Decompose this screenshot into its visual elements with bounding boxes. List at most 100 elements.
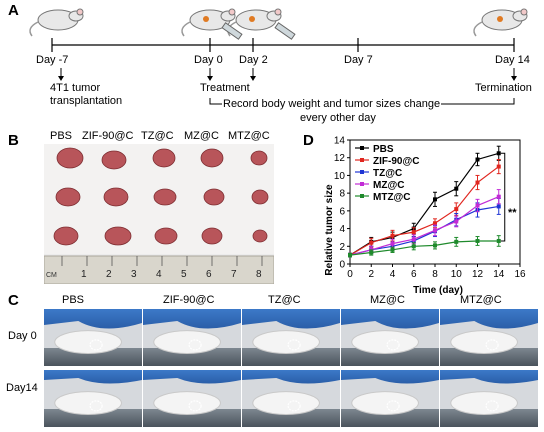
photo-c-group-zif90: ZIF-90@C <box>163 294 215 306</box>
photo-c-row-day14: Day14 <box>6 382 38 394</box>
photo-b-group-mtz: MTZ@C <box>228 130 270 142</box>
x-tick-label: 16 <box>514 269 526 280</box>
data-point-mz-c <box>390 241 395 246</box>
data-point-mtz-c <box>454 239 459 244</box>
x-tick-label: 12 <box>472 269 484 280</box>
photo-b-group-pbs: PBS <box>50 130 73 142</box>
mouse-icon-day14 <box>473 8 528 37</box>
event-tumor-line2: transplantation <box>50 95 123 107</box>
mouse-photo <box>143 309 241 366</box>
series-line-mtz-c <box>349 240 499 256</box>
data-point-mtz-c <box>411 244 416 249</box>
mouse-photo <box>341 370 439 427</box>
y-tick-label: 2 <box>339 242 345 253</box>
chart-xlabel: Time (day) <box>413 285 463 296</box>
ruler-number-4: 4 <box>156 269 162 280</box>
x-tick-label: 2 <box>368 269 374 280</box>
legend-label-mtz-c: MTZ@C <box>373 192 411 203</box>
data-point-pbs <box>454 186 459 191</box>
data-point-mz-c <box>454 219 459 224</box>
data-point-pbs <box>496 151 501 156</box>
timeline-graphic <box>29 8 528 105</box>
mouse-photo <box>242 370 340 427</box>
mouse-photo <box>143 370 241 427</box>
legend-label-tz-c: TZ@C <box>373 168 402 179</box>
mouse-photo <box>44 370 142 427</box>
panel-label-b: B <box>8 132 19 149</box>
mouse-photo <box>440 370 538 427</box>
data-point-zif-90-c <box>454 207 459 212</box>
mouse-icon-day-minus7 <box>29 8 84 37</box>
data-point-zif-90-c <box>496 164 501 169</box>
data-point-mz-c <box>496 194 501 199</box>
mouse-photo <box>242 309 340 366</box>
data-point-mtz-c <box>369 250 374 255</box>
record-note-line1: Record body weight and tumor sizes chang… <box>222 98 442 110</box>
tumor-photo <box>44 144 274 284</box>
ruler-number-5: 5 <box>181 269 187 280</box>
data-point-zif-90-c <box>411 230 416 235</box>
mice-photo-grid <box>44 309 538 427</box>
legend-marker-pbs <box>360 146 364 150</box>
photo-c-group-mtz: MTZ@C <box>460 294 502 306</box>
series-line-zif-90-c <box>349 166 500 256</box>
ruler-number-8: 8 <box>256 269 262 280</box>
data-point-zif-90-c <box>433 221 437 226</box>
photo-c-group-pbs: PBS <box>62 294 85 306</box>
data-point-mz-c <box>411 237 416 242</box>
x-tick-label: 10 <box>451 269 463 280</box>
tumor-growth-chart: 0 2 4 6 8 10 12 14 16 0 2 4 6 8 10 12 14 PBSZIF-90@CTZ@C… <box>324 136 526 297</box>
panel-label-d: D <box>303 132 314 149</box>
x-tick-label: 8 <box>432 269 438 280</box>
syringe-icon <box>221 22 296 40</box>
x-tick-label: 4 <box>390 269 396 280</box>
y-tick-label: 14 <box>334 136 346 147</box>
photo-b-group-tz: TZ@C <box>141 130 174 142</box>
significance-bracket <box>500 152 506 242</box>
data-point-mz-c <box>475 203 480 208</box>
legend-marker-mz-c <box>360 182 364 186</box>
data-point-mz-c <box>433 228 437 233</box>
ruler <box>44 255 274 284</box>
photo-b-group-zif90: ZIF-90@C <box>82 130 134 142</box>
panel-label-c: C <box>8 292 19 309</box>
ruler-number-3: 3 <box>131 269 137 280</box>
y-tick-label: 6 <box>339 206 345 217</box>
legend-label-zif-90-c: ZIF-90@C <box>373 156 419 167</box>
photo-c-group-mz: MZ@C <box>370 294 405 306</box>
y-tick-label: 4 <box>339 224 345 235</box>
ruler-number-2: 2 <box>106 269 112 280</box>
photo-c-row-day0: Day 0 <box>8 330 37 342</box>
x-tick-label: 6 <box>411 269 417 280</box>
legend-marker-tz-c <box>360 170 364 174</box>
y-tick-label: 8 <box>339 189 345 200</box>
timeline-day-minus7: Day -7 <box>36 54 69 66</box>
data-point-mtz-c <box>390 247 395 252</box>
event-termination: Termination <box>475 82 532 94</box>
mouse-photo <box>341 309 439 366</box>
event-treatment: Treatment <box>200 82 250 94</box>
panel-label-a: A <box>8 2 19 19</box>
mouse-photo <box>44 309 142 366</box>
timeline-day-14: Day 14 <box>495 54 530 66</box>
data-point-zif-90-c <box>369 240 374 245</box>
data-point-pbs <box>433 197 437 202</box>
mouse-icon-day2 <box>227 8 282 37</box>
data-point-mtz-c <box>433 243 437 248</box>
ruler-number-6: 6 <box>206 269 212 280</box>
data-point-zif-90-c <box>390 233 395 238</box>
y-tick-label: 10 <box>334 171 346 182</box>
ruler-unit: CM <box>46 272 57 279</box>
ruler-number-1: 1 <box>81 269 87 280</box>
legend-label-mz-c: MZ@C <box>373 180 404 191</box>
event-tumor-line1: 4T1 tumor <box>50 82 101 94</box>
data-point-tz-c <box>496 204 501 209</box>
legend-label-pbs: PBS <box>373 144 394 155</box>
mouse-icon-day0 <box>181 8 236 37</box>
x-tick-label: 14 <box>493 269 505 280</box>
legend-marker-mtz-c <box>360 194 364 198</box>
y-tick-label: 0 <box>339 260 345 271</box>
series-line-mz-c <box>349 196 499 256</box>
data-point-pbs <box>475 157 480 162</box>
ruler-number-7: 7 <box>231 269 237 280</box>
